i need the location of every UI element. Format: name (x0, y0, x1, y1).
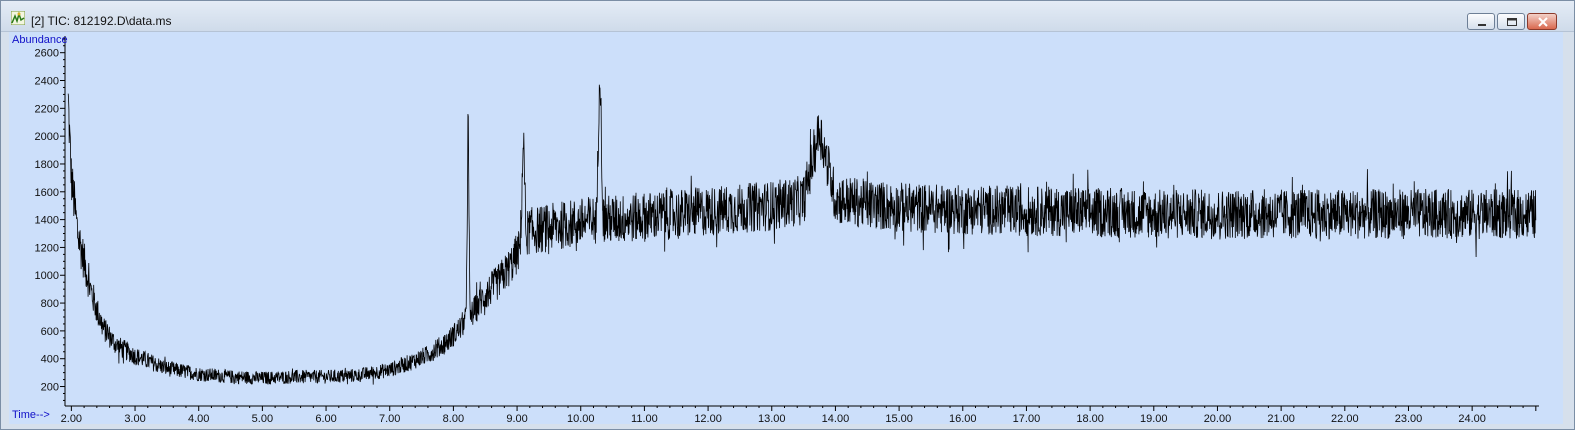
x-tick-label: 4.00 (188, 413, 209, 424)
maximize-button[interactable] (1497, 13, 1525, 30)
y-tick-label: 800 (41, 298, 59, 310)
window-frame-right (1566, 32, 1572, 424)
x-tick-label: 16.00 (949, 413, 977, 424)
window-title: [2] TIC: 812192.D\data.ms (31, 14, 172, 28)
x-tick-label: 20.00 (1204, 413, 1232, 424)
y-tick-label: 200 (41, 382, 59, 394)
x-tick-label: 24.00 (1458, 413, 1486, 424)
y-tick-label: 2200 (35, 103, 59, 115)
title-bar[interactable]: [2] TIC: 812192.D\data.ms (1, 1, 1574, 32)
maximize-icon (1507, 18, 1517, 26)
x-tick-label: 21.00 (1267, 413, 1295, 424)
tic-trace (67, 84, 1537, 385)
y-tick-label: 1800 (35, 159, 59, 171)
x-tick-label: 7.00 (379, 413, 400, 424)
y-axis-label: Abundance (12, 34, 68, 46)
x-tick-label: 22.00 (1331, 413, 1359, 424)
x-tick-label: 15.00 (885, 413, 913, 424)
axes: 200 400 600 800 1000 1200 1400 1600 1800 2000 2200… (35, 36, 1539, 424)
x-tick-label: 10.00 (567, 413, 595, 424)
tic-trace-line (67, 84, 1537, 385)
y-tick-label: 1000 (35, 270, 59, 282)
x-tick-label: 8.00 (443, 413, 464, 424)
x-tick-label: 23.00 (1395, 413, 1423, 424)
x-tick-label: 12.00 (694, 413, 722, 424)
x-tick-label: 3.00 (124, 413, 145, 424)
x-tick-label: 14.00 (822, 413, 850, 424)
x-tick-label: 18.00 (1076, 413, 1104, 424)
x-tick-label: 11.00 (631, 413, 658, 424)
y-tick-label: 1600 (35, 187, 59, 199)
y-tick-label: 2400 (35, 76, 59, 88)
x-tick-label: 9.00 (506, 413, 527, 424)
close-icon (1538, 17, 1548, 27)
x-axis-label: Time--> (12, 409, 50, 421)
x-tick-label: 17.00 (1013, 413, 1041, 424)
x-tick-label: 13.00 (758, 413, 786, 424)
x-tick-label: 5.00 (252, 413, 273, 424)
x-tick-label: 2.00 (61, 413, 82, 424)
y-tick-label: 1400 (35, 215, 59, 227)
y-tick-label: 2000 (35, 131, 59, 143)
chromatogram-app-icon (11, 11, 25, 25)
y-tick-label: 2600 (35, 48, 59, 60)
tic-chart: 200 400 600 800 1000 1200 1400 1600 1800 2000 2200… (12, 34, 1539, 424)
x-tick-label: 19.00 (1140, 413, 1168, 424)
minimize-button[interactable] (1467, 13, 1495, 30)
chromatogram-plot[interactable]: 200 400 600 800 1000 1200 1400 1600 1800 2000 2200… (9, 32, 1563, 424)
y-tick-label: 600 (41, 326, 59, 338)
minimize-icon (1478, 24, 1486, 26)
y-tick-label: 1200 (35, 242, 59, 254)
close-button[interactable] (1527, 13, 1557, 30)
x-tick-label: 6.00 (315, 413, 336, 424)
y-tick-label: 400 (41, 354, 59, 366)
